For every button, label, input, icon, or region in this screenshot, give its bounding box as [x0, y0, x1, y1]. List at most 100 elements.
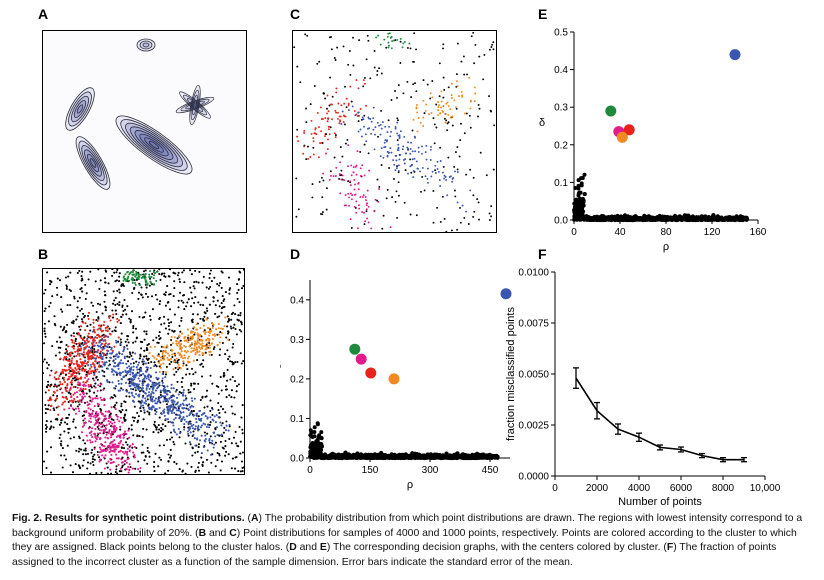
cluster-point [366, 34, 369, 37]
halo-point [138, 435, 141, 438]
cluster-point [184, 394, 187, 397]
halo-point [67, 275, 70, 278]
cluster-point [87, 378, 90, 381]
cluster-point [331, 118, 333, 121]
halo-point [91, 455, 95, 458]
cluster-point [119, 416, 122, 419]
cluster-point [135, 272, 138, 275]
halo-point [140, 293, 143, 296]
cluster-point [169, 420, 172, 423]
halo-point [166, 285, 169, 288]
cluster-point [355, 79, 358, 82]
cluster-point [366, 189, 369, 192]
cluster-point [158, 406, 161, 409]
halo-point [53, 315, 56, 318]
cluster-point [104, 329, 107, 332]
cluster-point [449, 108, 452, 111]
cluster-point [344, 194, 347, 197]
cluster-point [88, 403, 91, 406]
cluster-point [411, 129, 414, 132]
halo-point [344, 85, 346, 88]
halo-point [319, 436, 324, 441]
cluster-point [145, 388, 148, 391]
cluster-point [203, 439, 206, 442]
halo-point [64, 276, 67, 279]
cluster-point [149, 398, 152, 401]
cluster-point [92, 341, 95, 344]
cluster-point [204, 437, 207, 441]
cluster-point [431, 170, 434, 173]
halo-point [143, 459, 146, 462]
halo-point [93, 453, 96, 456]
halo-point [77, 464, 80, 467]
halo-point [186, 301, 189, 304]
cluster-point [100, 442, 103, 446]
cluster-point [411, 150, 414, 153]
e-x-tick-label: 80 [660, 227, 672, 238]
cluster-point [426, 83, 429, 86]
halo-point [315, 421, 320, 426]
halo-point [55, 286, 59, 289]
cluster-point [142, 381, 145, 385]
cluster-point [154, 389, 157, 392]
cluster-point [118, 319, 121, 322]
cluster-point [106, 345, 109, 348]
cluster-point [46, 408, 49, 411]
halo-point [456, 42, 459, 45]
cluster-point [185, 351, 188, 354]
cluster-point [221, 327, 225, 330]
cluster-point [93, 447, 96, 450]
halo-point [132, 325, 135, 328]
halo-point [308, 445, 313, 450]
cluster-point [353, 109, 356, 112]
cluster-point [99, 448, 102, 451]
cluster-point [177, 427, 180, 431]
cluster-point [101, 369, 104, 372]
cluster-point [110, 453, 113, 456]
cluster-point [72, 386, 75, 389]
halo-point [78, 269, 81, 272]
cluster-point [54, 378, 57, 381]
cluster-point [183, 418, 186, 421]
halo-point [488, 95, 490, 98]
cluster-point [350, 198, 353, 201]
cluster-point [104, 414, 107, 417]
e-x-tick-label: 160 [750, 227, 767, 238]
contour-line [139, 40, 153, 50]
cluster-point [174, 431, 177, 434]
halo-point [200, 362, 203, 365]
halo-point [182, 294, 185, 297]
cluster-point [77, 381, 80, 384]
halo-point [177, 368, 180, 371]
halo-point [242, 268, 246, 271]
halo-point [377, 455, 382, 460]
cluster-point [390, 47, 393, 50]
cluster-point [113, 439, 116, 442]
halo-point [199, 398, 202, 402]
halo-point [41, 372, 45, 375]
cluster-point [437, 114, 439, 117]
cluster-point [228, 423, 231, 426]
halo-point [180, 381, 183, 384]
cluster-point [437, 101, 440, 103]
cluster-point [466, 73, 468, 76]
cluster-point [56, 389, 59, 392]
halo-point [209, 374, 212, 377]
halo-point [214, 441, 217, 444]
cluster-point [88, 367, 91, 370]
halo-point [350, 100, 353, 103]
halo-point [197, 469, 201, 472]
halo-point [81, 270, 84, 273]
halo-point [225, 420, 228, 423]
cluster-point [336, 111, 339, 114]
halo-point [128, 317, 131, 320]
cluster-point [164, 376, 167, 379]
cluster-point [132, 368, 135, 372]
cluster-point [191, 321, 194, 324]
cluster-point [75, 391, 79, 394]
halo-point [188, 372, 191, 375]
halo-point [238, 270, 241, 273]
cluster-point [119, 362, 122, 365]
cluster-point [176, 402, 179, 405]
halo-point [81, 414, 84, 418]
